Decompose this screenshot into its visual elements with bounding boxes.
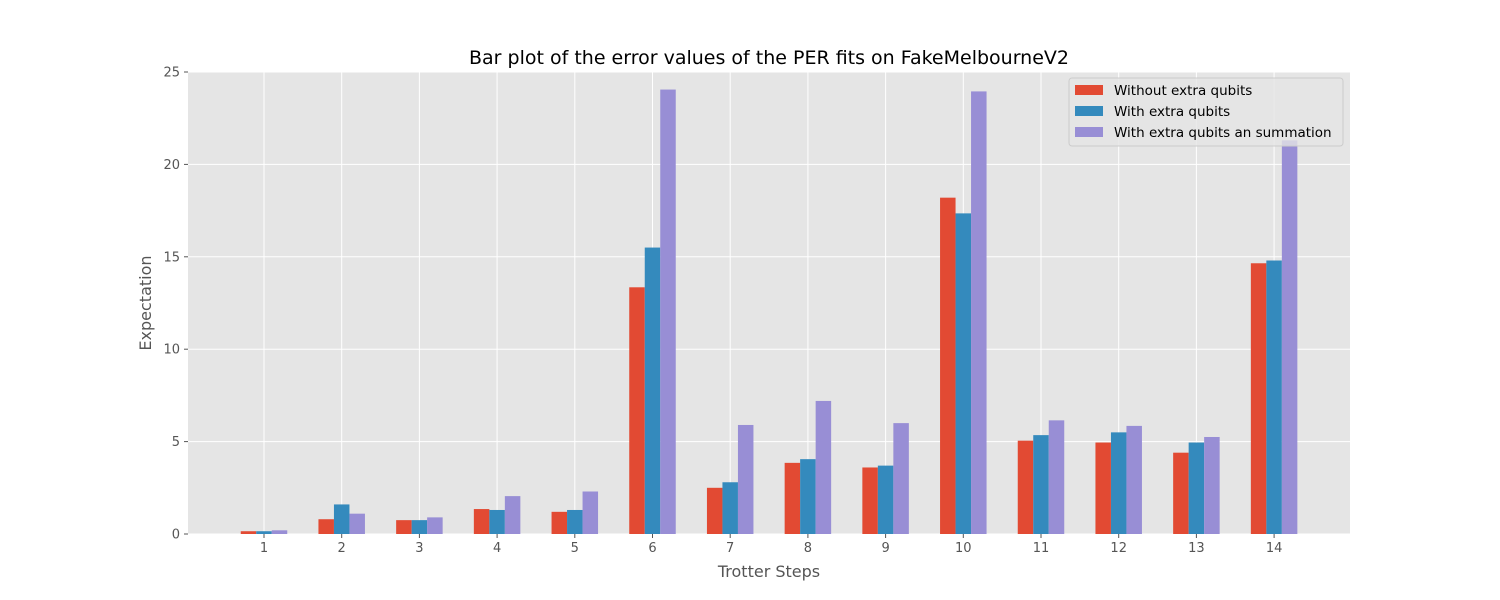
- x-tick-label: 2: [338, 541, 346, 556]
- bar: [256, 531, 272, 534]
- bar: [877, 465, 894, 534]
- bar: [971, 91, 987, 535]
- bar: [349, 513, 365, 534]
- bar: [737, 424, 754, 534]
- bar: [1126, 425, 1142, 534]
- y-tick-label: 0: [172, 528, 180, 543]
- bar: [784, 462, 801, 534]
- y-axis-ticks: 0 5 10 15 20 25: [163, 66, 188, 543]
- bar: [240, 531, 257, 534]
- bar: [489, 509, 505, 534]
- bar: [551, 511, 568, 534]
- y-axis-label: Expectation: [136, 255, 155, 350]
- bar: [1033, 435, 1049, 534]
- bar: [1250, 263, 1267, 534]
- bar: [271, 530, 288, 534]
- legend: Without extra qubits With extra qubits Wit…: [1068, 77, 1344, 147]
- x-tick-label: 7: [726, 541, 734, 556]
- bar: [644, 247, 661, 534]
- bar: [504, 496, 521, 534]
- x-tick-label: 5: [571, 541, 579, 556]
- plot-area: [188, 72, 1350, 534]
- y-tick-label: 20: [163, 158, 180, 173]
- bar: [1266, 260, 1282, 534]
- bar: [800, 459, 816, 534]
- legend-box: [1068, 77, 1344, 147]
- bar: [862, 467, 878, 534]
- bar: [396, 520, 412, 534]
- y-tick-label: 10: [163, 343, 180, 358]
- bar: [318, 519, 334, 534]
- x-tick-label: 10: [955, 541, 972, 556]
- bar: [427, 517, 443, 534]
- x-tick-label: 12: [1110, 541, 1127, 556]
- bar: [333, 504, 350, 534]
- bar: [1110, 432, 1127, 534]
- x-axis-ticks: 1 2 3 4 5 6 7 8 9 10 11 12 13 14: [260, 534, 1283, 556]
- bar: [411, 520, 428, 534]
- legend-label: With extra qubits an summation: [1114, 125, 1332, 141]
- x-axis-label: Trotter Steps: [717, 562, 820, 581]
- bar: [940, 197, 956, 534]
- legend-swatch: [1075, 127, 1103, 137]
- legend-label: With extra qubits: [1114, 104, 1230, 120]
- bar: [567, 509, 583, 534]
- bar: [1281, 140, 1298, 534]
- x-tick-label: 4: [493, 541, 501, 556]
- legend-swatch: [1075, 85, 1103, 95]
- bar: [1188, 442, 1205, 534]
- x-tick-label: 1: [260, 541, 268, 556]
- x-tick-label: 11: [1033, 541, 1050, 556]
- x-tick-label: 8: [804, 541, 812, 556]
- x-tick-label: 13: [1188, 541, 1205, 556]
- x-tick-label: 9: [881, 541, 889, 556]
- bar: [815, 400, 832, 534]
- y-tick-label: 15: [163, 250, 180, 265]
- bar: [1048, 420, 1065, 534]
- y-tick-label: 25: [163, 66, 180, 81]
- bar: [1095, 442, 1111, 534]
- bars-group: [240, 89, 1298, 535]
- legend-label: Without extra qubits: [1114, 83, 1252, 99]
- x-tick-label: 3: [415, 541, 423, 556]
- x-tick-label: 14: [1266, 541, 1283, 556]
- bar: [1204, 436, 1220, 534]
- chart-title: Bar plot of the error values of the PER …: [469, 47, 1069, 69]
- bar: [706, 487, 723, 534]
- bar: [955, 213, 972, 534]
- bar: [722, 482, 738, 534]
- x-tick-label: 6: [648, 541, 656, 556]
- bar: [629, 287, 645, 534]
- bar: [1017, 440, 1034, 534]
- bar: [473, 509, 490, 534]
- legend-swatch: [1075, 106, 1103, 116]
- bar: [893, 423, 909, 534]
- bar: [660, 89, 676, 534]
- y-tick-label: 5: [172, 435, 180, 450]
- bar: [1173, 452, 1189, 534]
- bar: [582, 491, 599, 534]
